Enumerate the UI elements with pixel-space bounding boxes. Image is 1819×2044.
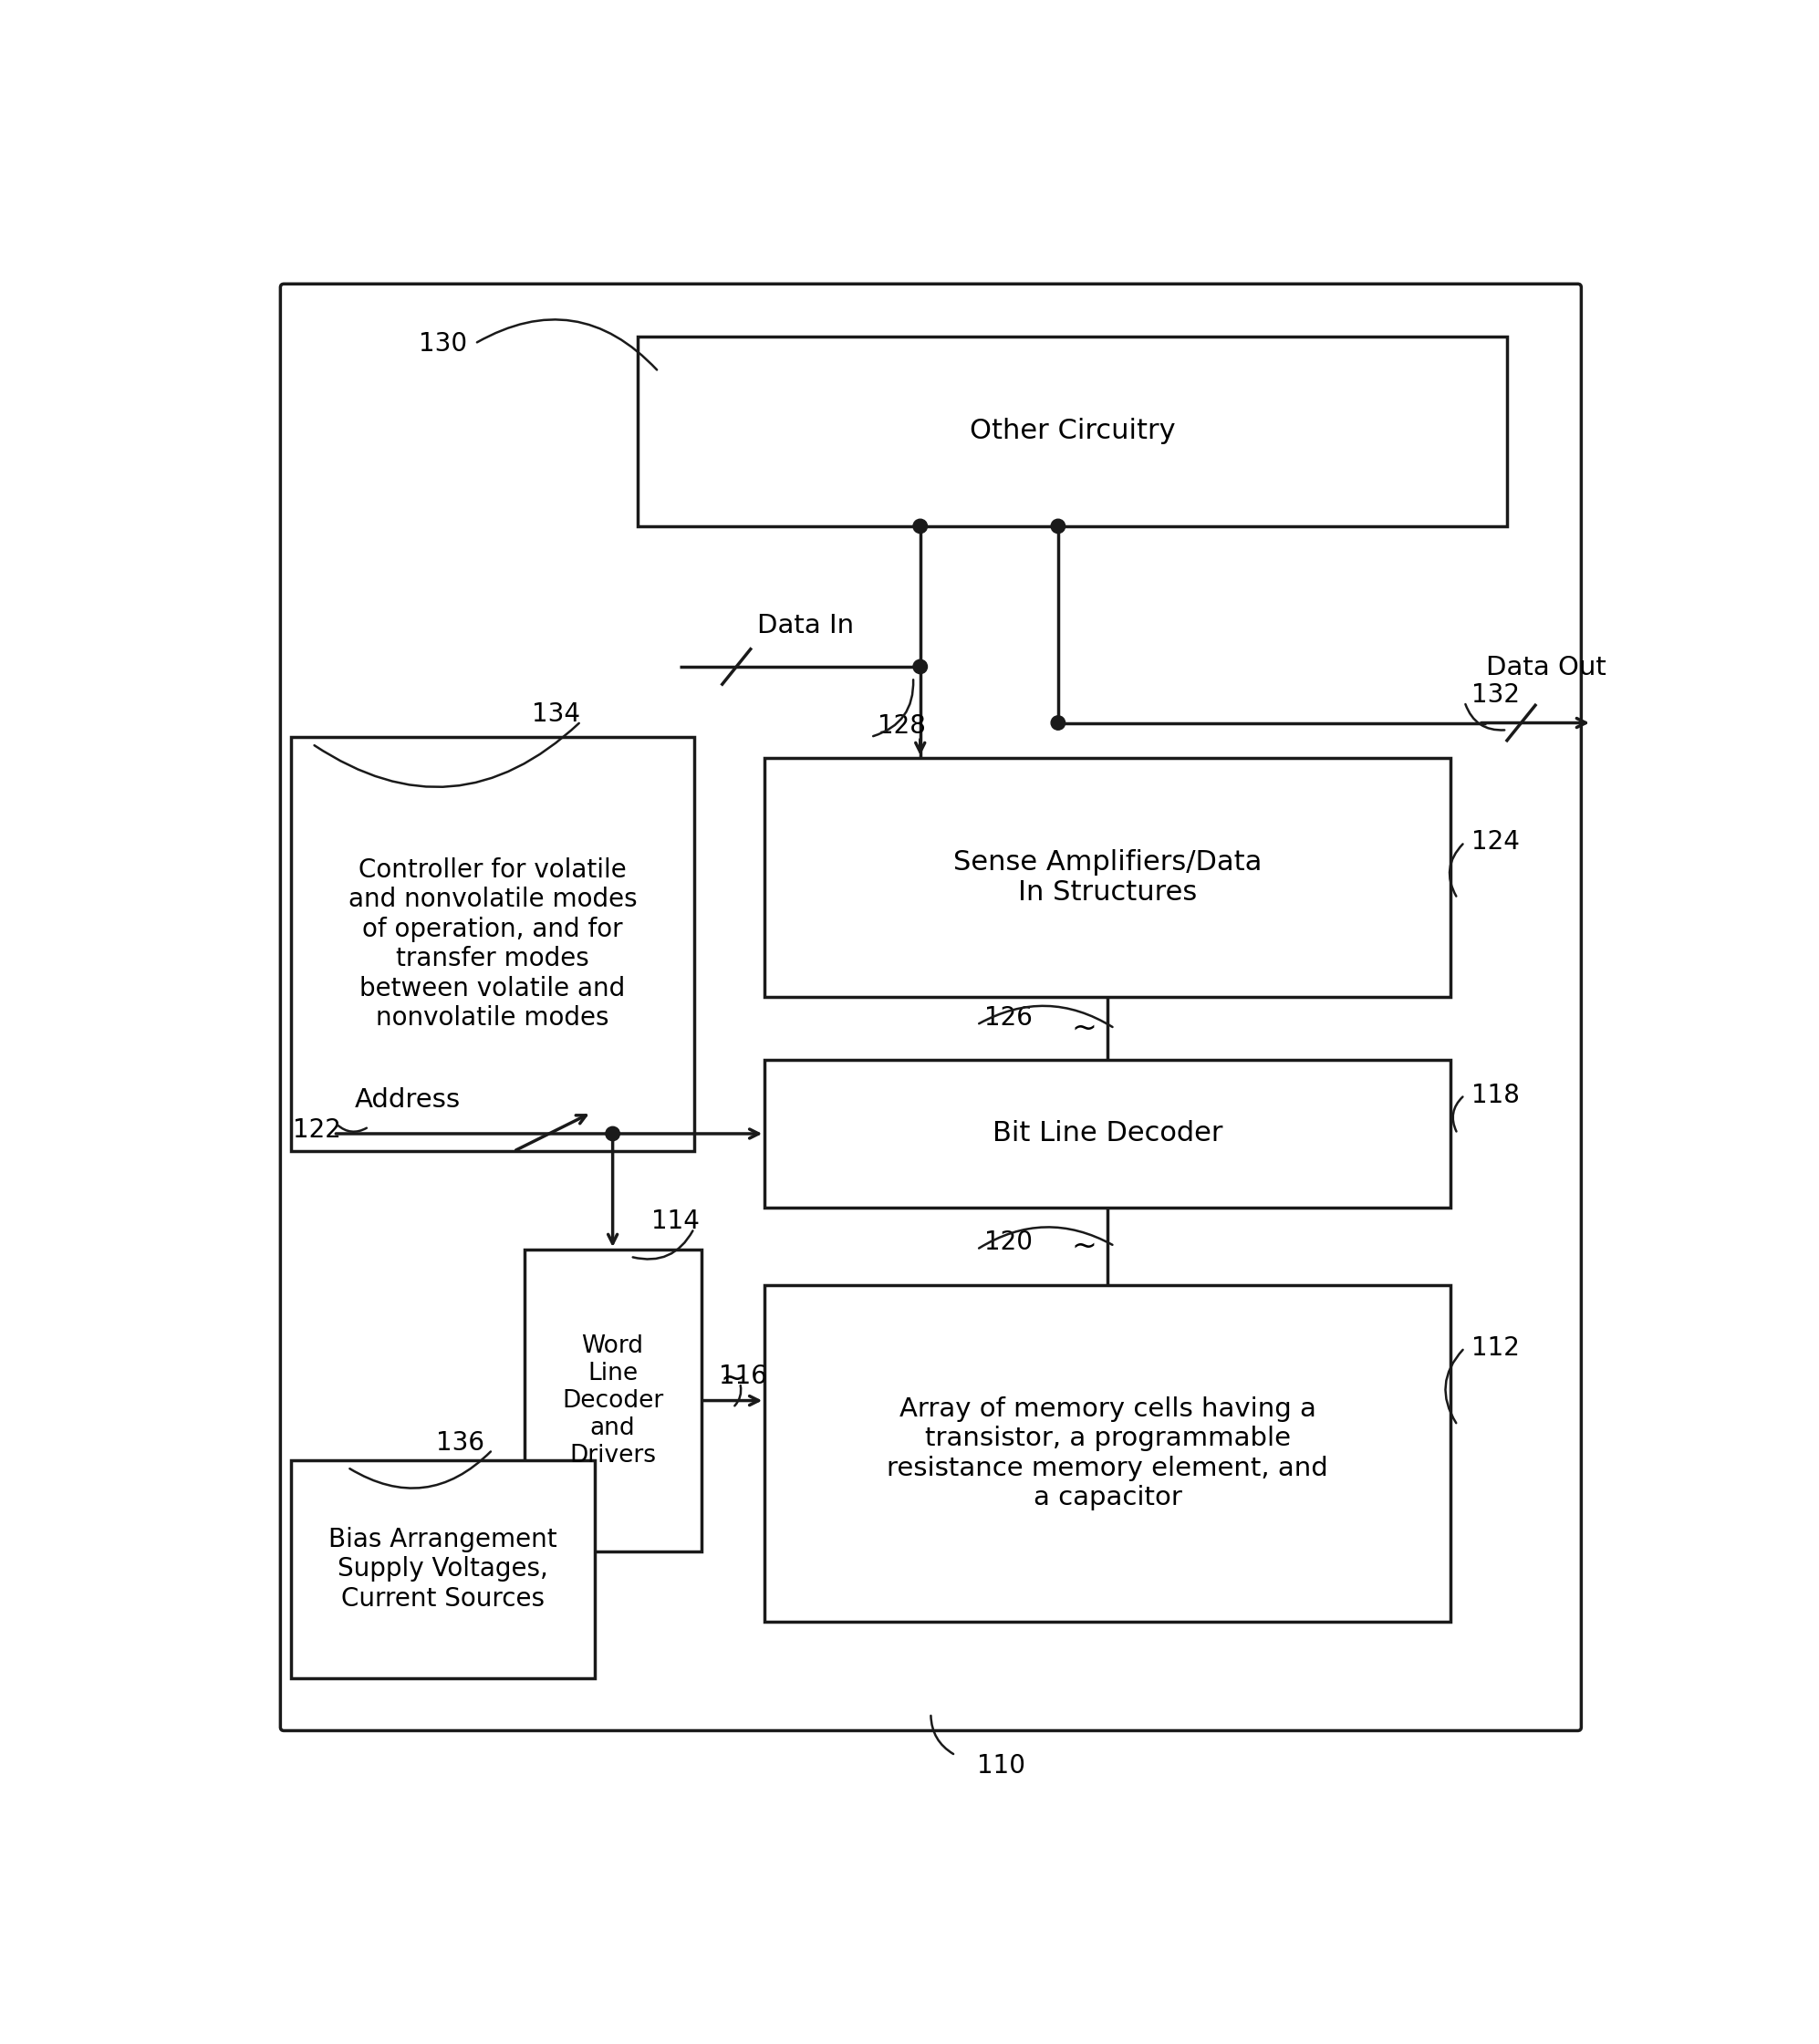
Circle shape: [913, 660, 928, 675]
Text: Controller for volatile
and nonvolatile modes
of operation, and for
transfer mod: Controller for volatile and nonvolatile …: [347, 856, 637, 1030]
Text: ~: ~: [720, 1363, 746, 1394]
Text: 118: 118: [1472, 1083, 1521, 1108]
FancyBboxPatch shape: [764, 1286, 1450, 1621]
FancyBboxPatch shape: [291, 738, 695, 1151]
Text: 124: 124: [1472, 830, 1521, 854]
Text: 134: 134: [531, 701, 580, 728]
FancyBboxPatch shape: [637, 337, 1506, 525]
Text: Word
Line
Decoder
and
Drivers: Word Line Decoder and Drivers: [562, 1335, 664, 1468]
Text: 128: 128: [879, 713, 926, 740]
Text: 112: 112: [1472, 1335, 1521, 1361]
Text: Data In: Data In: [757, 613, 855, 638]
Text: Data Out: Data Out: [1486, 656, 1606, 681]
Text: Address: Address: [355, 1087, 460, 1112]
Text: Other Circuitry: Other Circuitry: [970, 419, 1175, 446]
Circle shape: [913, 519, 928, 533]
Text: 110: 110: [977, 1754, 1026, 1778]
Text: ~: ~: [1071, 1014, 1097, 1042]
FancyBboxPatch shape: [280, 284, 1581, 1731]
Circle shape: [606, 1126, 620, 1141]
Text: 136: 136: [437, 1431, 484, 1455]
Text: 120: 120: [984, 1230, 1031, 1255]
FancyBboxPatch shape: [764, 1061, 1450, 1208]
FancyBboxPatch shape: [291, 1459, 595, 1678]
FancyBboxPatch shape: [524, 1249, 700, 1551]
Text: 132: 132: [1472, 683, 1521, 707]
Text: 122: 122: [293, 1118, 342, 1143]
Text: Sense Amplifiers/Data
In Structures: Sense Amplifiers/Data In Structures: [953, 848, 1262, 905]
FancyBboxPatch shape: [764, 758, 1450, 997]
Text: ~: ~: [1071, 1230, 1097, 1261]
Text: 130: 130: [418, 331, 467, 356]
Text: 126: 126: [984, 1006, 1031, 1030]
Circle shape: [1051, 715, 1066, 730]
Text: Bias Arrangement
Supply Voltages,
Current Sources: Bias Arrangement Supply Voltages, Curren…: [329, 1527, 557, 1611]
Text: 116: 116: [719, 1363, 768, 1388]
Text: Array of memory cells having a
transistor, a programmable
resistance memory elem: Array of memory cells having a transisto…: [888, 1396, 1328, 1511]
Text: 114: 114: [651, 1208, 700, 1235]
Text: Bit Line Decoder: Bit Line Decoder: [993, 1120, 1222, 1147]
Circle shape: [1051, 519, 1066, 533]
